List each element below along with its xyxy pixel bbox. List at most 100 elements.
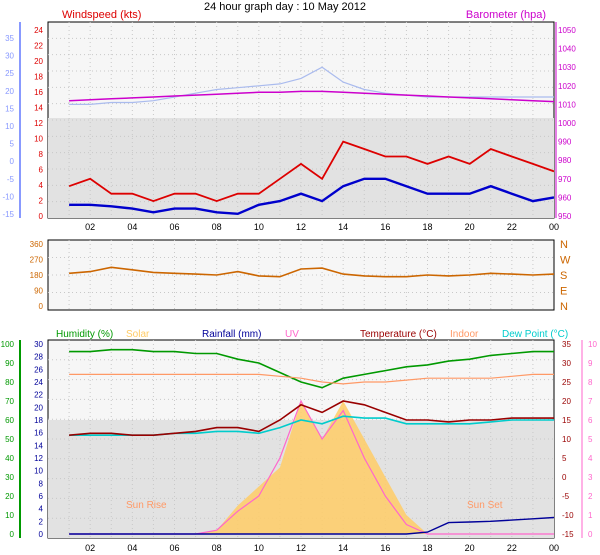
- windspeed-tick: 0: [39, 212, 44, 221]
- sunrise-annotation: Sun Rise: [126, 500, 167, 511]
- humidity-tick: 10: [5, 511, 14, 520]
- uv-tick: 4: [588, 454, 593, 463]
- time-tick: 12: [296, 222, 306, 232]
- compass-tick: E: [560, 286, 567, 298]
- windspeed-tick: 14: [34, 104, 43, 113]
- barometer-tick: 1010: [558, 100, 576, 109]
- legend-item: UV: [285, 329, 299, 340]
- windspeed-tick: 24: [34, 26, 43, 35]
- uv-tick: 7: [588, 397, 593, 406]
- windspeed-line: [68, 140, 555, 203]
- temperature-tick: -10: [562, 511, 574, 520]
- time-tick: 04: [127, 543, 137, 553]
- barometer-tick: 980: [558, 156, 572, 165]
- rain-tick: 22: [34, 391, 43, 400]
- barometer-tick: 990: [558, 138, 572, 147]
- rain-tick: 8: [39, 479, 44, 488]
- windspeed-tick: 20: [34, 57, 43, 66]
- compass-tick: N: [560, 239, 568, 251]
- panel2-series: [69, 266, 555, 278]
- barometer-tick: 1000: [558, 119, 576, 128]
- rain-tick: 14: [34, 441, 43, 450]
- humidity-tick: 70: [5, 397, 14, 406]
- legend-item: Temperature (°C): [360, 329, 437, 340]
- barometer-label: Barometer (hpa): [466, 9, 546, 21]
- legend-item: Indoor: [450, 329, 479, 340]
- windspeed-tick: 10: [34, 135, 43, 144]
- barometer-tick: 1030: [558, 63, 576, 72]
- time-tick: 22: [507, 543, 517, 553]
- uv-tick: 10: [588, 340, 597, 349]
- uv-tick: 6: [588, 416, 593, 425]
- time-axis: 02 02 04 04 06 06 08 08 10 10 12 12 14 14 16 16 18 18 20 20…: [85, 222, 559, 553]
- wind-direction-tick: 360: [30, 240, 44, 249]
- temperature-tick: 25: [562, 378, 571, 387]
- outer-axis-tick: 35: [5, 34, 14, 43]
- rain-tick: 28: [34, 353, 43, 362]
- rainfall-line: [69, 516, 555, 535]
- windspeed-tick: 4: [39, 181, 44, 190]
- time-tick: 10: [254, 543, 264, 553]
- time-tick: 10: [254, 222, 264, 232]
- time-tick: 02: [85, 222, 95, 232]
- humidity-tick: 0: [10, 530, 15, 539]
- barometer-tick: 960: [558, 193, 572, 202]
- uv-tick: 9: [588, 359, 593, 368]
- uv-tick: 8: [588, 378, 593, 387]
- panel3-legend: Humidity (%) Solar Rainfall (mm) UV Temperat…: [56, 329, 568, 340]
- temperature-tick: -5: [562, 492, 570, 501]
- time-tick: 14: [338, 222, 348, 232]
- time-tick: 16: [380, 222, 390, 232]
- time-tick: 22: [507, 222, 517, 232]
- time-tick: 14: [338, 543, 348, 553]
- wind-direction-tick: 0: [39, 302, 44, 311]
- time-tick: 20: [465, 543, 475, 553]
- time-tick: 12: [296, 543, 306, 553]
- humidity-line: [69, 348, 554, 389]
- rain-tick: 2: [39, 517, 44, 526]
- temperature-tick: 5: [562, 454, 567, 463]
- humidity-tick: 100: [1, 340, 15, 349]
- outer-axis-tick: 5: [10, 140, 15, 149]
- wind-direction-line: [69, 266, 555, 278]
- temperature-line: [69, 400, 554, 437]
- humidity-tick: 20: [5, 492, 14, 501]
- temperature-tick: 20: [562, 397, 571, 406]
- rain-tick: 18: [34, 416, 43, 425]
- windspeed-tick: 18: [34, 73, 43, 82]
- panel3-ticks: 1009080706050403020100302826242220181614…: [1, 340, 597, 539]
- panel1-ticks: 24222018161412108642035302520151050-5-10…: [2, 22, 576, 221]
- rain-tick: 20: [34, 403, 43, 412]
- time-tick: 20: [465, 222, 475, 232]
- panel1-series: [68, 66, 555, 216]
- temperature-tick: -15: [562, 530, 574, 539]
- time-tick: 06: [169, 222, 179, 232]
- rain-tick: 0: [39, 530, 44, 539]
- time-tick: 02: [85, 543, 95, 553]
- compass-tick: W: [560, 255, 571, 267]
- rain-tick: 6: [39, 492, 44, 501]
- windspeed-tick: 12: [34, 119, 43, 128]
- uv-tick: 5: [588, 435, 593, 444]
- outer-axis-tick: 0: [10, 157, 15, 166]
- legend-item: Dew Point (°C): [502, 329, 568, 340]
- time-tick: 00: [549, 222, 559, 232]
- humidity-tick: 40: [5, 454, 14, 463]
- temperature-tick: 10: [562, 435, 571, 444]
- barometer-trace-line: [69, 66, 554, 106]
- outer-axis-tick: 20: [5, 87, 14, 96]
- panel2-grid: [48, 240, 554, 310]
- temperature-tick: 15: [562, 416, 571, 425]
- barometer-tick: 1050: [558, 26, 576, 35]
- humidity-tick: 80: [5, 378, 14, 387]
- time-tick: 00: [549, 543, 559, 553]
- windspeed-tick: 16: [34, 88, 43, 97]
- barometer-line: [69, 90, 555, 103]
- rain-tick: 26: [34, 365, 43, 374]
- outer-axis-tick: -10: [2, 192, 14, 201]
- wind-direction-tick: 270: [30, 256, 44, 265]
- weather-panel: Humidity (%) Solar Rainfall (mm) UV Temperat…: [1, 329, 598, 539]
- windspeed-barometer-panel: Windspeed (kts) Barometer (hpa) 24222018…: [2, 9, 576, 221]
